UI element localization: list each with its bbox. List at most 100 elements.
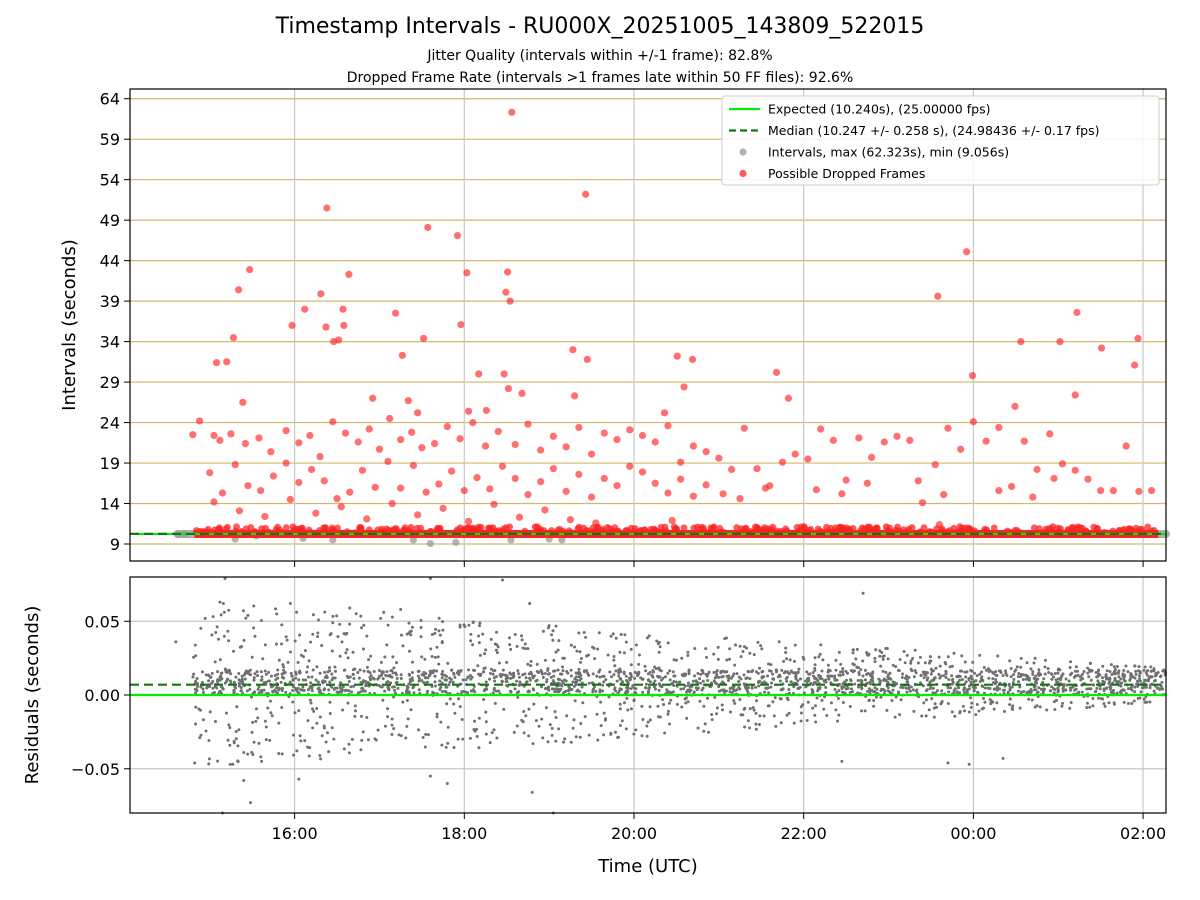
residual-point (754, 685, 758, 689)
dropped-frame-point (397, 435, 405, 444)
residual-point (865, 651, 869, 655)
residual-point (1081, 672, 1085, 676)
dropped-frame-point (255, 434, 263, 442)
dropped-frame-point (333, 495, 341, 503)
dropped-frame-point (894, 523, 901, 531)
residual-point (1103, 704, 1107, 708)
residual-point (1018, 706, 1022, 710)
residual-point (821, 658, 825, 662)
residual-point (512, 730, 516, 734)
residual-point (335, 690, 339, 694)
residual-point (326, 731, 330, 735)
dropped-frame-point (812, 486, 821, 494)
residual-point (983, 686, 987, 690)
residual-point (297, 678, 301, 682)
residual-point (554, 690, 558, 694)
residual-point (1109, 690, 1113, 694)
residual-point (232, 649, 236, 653)
residual-point (593, 657, 597, 661)
residual-point (893, 681, 897, 685)
residual-point (776, 675, 780, 679)
residual-point (1080, 690, 1084, 694)
residual-point (737, 675, 741, 679)
intervals-ytick-label: 29 (100, 373, 120, 392)
residual-point (591, 672, 595, 676)
residual-point (618, 668, 622, 672)
residual-point (440, 690, 444, 694)
residual-point (663, 731, 667, 735)
dropped-frame-point (804, 455, 812, 463)
residual-point (306, 675, 310, 679)
residual-point (991, 700, 995, 704)
dropped-frame-point (375, 445, 384, 453)
residual-point (254, 707, 258, 711)
residual-point (397, 733, 401, 737)
residual-point (657, 650, 661, 654)
residual-point (294, 676, 298, 680)
residual-point (191, 675, 195, 679)
residual-point (215, 679, 219, 683)
residual-point (1109, 663, 1113, 667)
residual-point (699, 681, 703, 685)
residual-point (592, 685, 596, 689)
residual-point (536, 670, 540, 674)
residual-point (898, 658, 902, 662)
residual-point (490, 731, 494, 735)
residual-point (957, 691, 961, 695)
residual-point (889, 677, 893, 681)
residual-point (934, 691, 938, 695)
residual-point (407, 631, 411, 635)
residual-point (1152, 667, 1156, 671)
dropped-frame-point (475, 370, 483, 378)
residual-point (382, 610, 386, 614)
residual-point (410, 678, 414, 682)
residual-point (1022, 689, 1026, 693)
residual-point (657, 688, 661, 692)
residual-point (501, 668, 505, 672)
residual-point (1046, 667, 1050, 671)
residual-point (602, 733, 606, 737)
intervals-ytick-label: 9 (110, 535, 120, 554)
residual-point (553, 710, 557, 714)
residual-point (594, 689, 598, 693)
residual-point (792, 685, 796, 689)
residual-point (692, 690, 696, 694)
dropped-frame-point (719, 490, 727, 498)
residual-point (910, 669, 914, 673)
residual-point (964, 680, 968, 684)
dropped-frame-point (863, 479, 871, 487)
residual-point (353, 714, 357, 718)
residual-point (924, 698, 928, 702)
legend: Expected (10.240s), (25.00000 fps)Median… (721, 95, 1160, 186)
residual-point (1090, 668, 1094, 672)
dropped-frame-point (537, 478, 545, 486)
residual-point (727, 657, 731, 661)
residual-point (767, 669, 771, 673)
residual-point (523, 642, 527, 646)
residual-point (918, 655, 922, 659)
dropped-frame-point (934, 292, 942, 300)
residual-point (1027, 697, 1031, 701)
residual-point (1098, 687, 1102, 691)
residual-point (417, 677, 421, 681)
residual-point (637, 653, 641, 657)
residual-point (1076, 669, 1080, 673)
dropped-frame-point (1033, 465, 1041, 474)
residual-point (621, 680, 625, 684)
residual-point (462, 689, 466, 693)
residual-point (288, 680, 292, 684)
residual-point (1069, 701, 1073, 705)
residual-point (731, 674, 735, 678)
residual-point (614, 636, 618, 640)
residual-point (771, 672, 775, 676)
residual-point (294, 672, 298, 676)
residual-point (502, 707, 506, 711)
residual-point (1060, 701, 1064, 705)
dropped-frame-point (371, 483, 379, 491)
residual-point (448, 680, 452, 684)
residual-point (316, 680, 320, 684)
residual-point (820, 677, 824, 681)
residual-point (679, 687, 683, 691)
residual-point (947, 678, 951, 682)
residual-point (515, 724, 519, 728)
